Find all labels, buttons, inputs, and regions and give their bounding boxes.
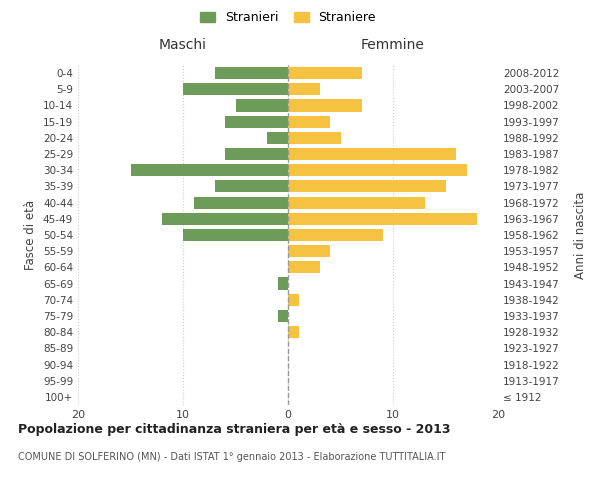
- Text: Femmine: Femmine: [361, 38, 425, 52]
- Bar: [225, 116, 288, 128]
- Bar: [288, 326, 299, 338]
- Text: Maschi: Maschi: [159, 38, 207, 52]
- Bar: [162, 212, 288, 225]
- Y-axis label: Fasce di età: Fasce di età: [25, 200, 37, 270]
- Bar: [288, 148, 456, 160]
- Bar: [277, 310, 288, 322]
- Bar: [183, 229, 288, 241]
- Bar: [288, 116, 330, 128]
- Bar: [288, 245, 330, 258]
- Bar: [288, 212, 477, 225]
- Bar: [235, 100, 288, 112]
- Bar: [288, 67, 361, 79]
- Bar: [288, 83, 320, 96]
- Bar: [215, 180, 288, 192]
- Bar: [288, 100, 361, 112]
- Bar: [277, 278, 288, 289]
- Bar: [288, 164, 467, 176]
- Text: COMUNE DI SOLFERINO (MN) - Dati ISTAT 1° gennaio 2013 - Elaborazione TUTTITALIA.: COMUNE DI SOLFERINO (MN) - Dati ISTAT 1°…: [18, 452, 445, 462]
- Bar: [288, 229, 383, 241]
- Bar: [193, 196, 288, 208]
- Bar: [288, 294, 299, 306]
- Y-axis label: Anni di nascita: Anni di nascita: [574, 192, 587, 278]
- Bar: [183, 83, 288, 96]
- Bar: [288, 262, 320, 274]
- Bar: [225, 148, 288, 160]
- Bar: [288, 196, 425, 208]
- Bar: [288, 180, 445, 192]
- Bar: [288, 132, 341, 144]
- Bar: [267, 132, 288, 144]
- Legend: Stranieri, Straniere: Stranieri, Straniere: [195, 6, 381, 29]
- Text: Popolazione per cittadinanza straniera per età e sesso - 2013: Popolazione per cittadinanza straniera p…: [18, 422, 451, 436]
- Bar: [215, 67, 288, 79]
- Bar: [130, 164, 288, 176]
